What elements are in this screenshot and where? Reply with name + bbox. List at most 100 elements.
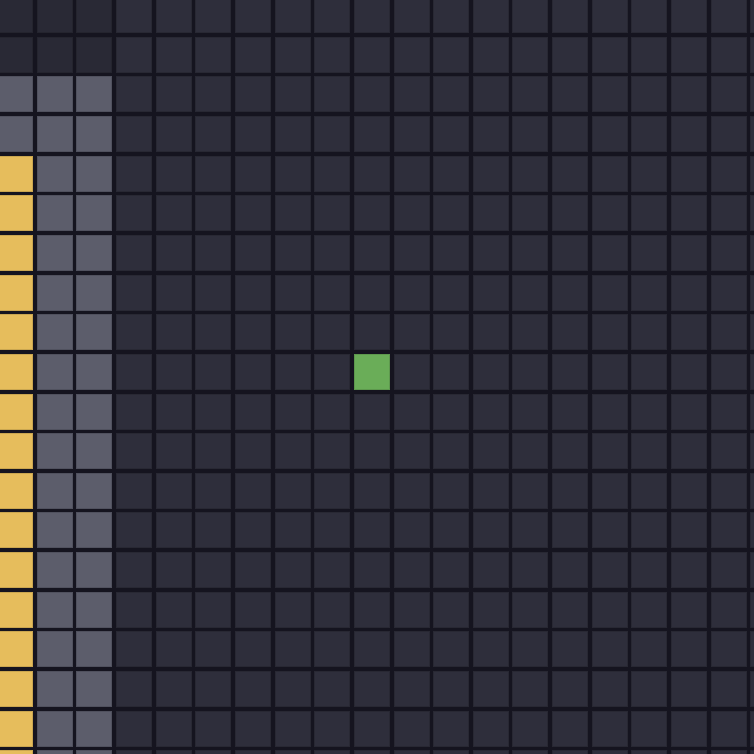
empty-cell [472,195,509,232]
empty-cell [155,512,192,549]
empty-cell [274,115,311,152]
empty-cell [195,671,232,708]
empty-cell [631,512,668,549]
empty-cell [671,591,708,628]
empty-cell [115,710,152,747]
empty-cell [393,195,430,232]
empty-cell [671,36,708,73]
empty-cell [115,353,152,390]
empty-cell [195,76,232,113]
empty-cell [195,274,232,311]
empty-cell [750,512,754,549]
empty-cell [512,195,549,232]
trail-cell [36,710,73,747]
empty-cell [314,433,351,470]
empty-cell [234,393,271,430]
empty-cell [115,750,152,754]
empty-cell [433,234,470,271]
empty-cell [671,710,708,747]
trail-cell [36,195,73,232]
trail-cell [76,195,113,232]
empty-cell [591,631,628,668]
empty-cell [314,0,351,33]
trail-cell [76,155,113,192]
empty-cell [710,353,747,390]
empty-cell [552,76,589,113]
empty-cell [631,393,668,430]
trail-cell [76,472,113,509]
empty-cell [591,671,628,708]
empty-cell [671,115,708,152]
empty-cell [195,353,232,390]
empty-cell [472,76,509,113]
empty-cell [274,710,311,747]
empty-cell [393,671,430,708]
empty-cell [353,234,390,271]
empty-cell [195,314,232,351]
empty-cell [710,314,747,351]
empty-cell [750,393,754,430]
empty-cell [433,433,470,470]
empty-cell [750,115,754,152]
player-cell [0,393,33,430]
empty-cell [671,155,708,192]
empty-cell [433,353,470,390]
empty-cell [472,274,509,311]
empty-cell [393,433,430,470]
empty-cell [274,353,311,390]
empty-cell [591,234,628,271]
empty-cell [234,552,271,589]
empty-cell [353,552,390,589]
empty-cell [671,76,708,113]
empty-cell [115,433,152,470]
empty-cell [433,393,470,430]
player-cell [0,750,33,754]
empty-cell [750,76,754,113]
empty-cell [353,393,390,430]
trail-cell [76,115,113,152]
empty-cell [512,353,549,390]
trail-cell [76,671,113,708]
trail-cell [36,314,73,351]
empty-cell [234,710,271,747]
empty-cell [631,36,668,73]
empty-cell [631,671,668,708]
empty-cell [155,671,192,708]
empty-cell [671,552,708,589]
empty-cell [433,274,470,311]
empty-cell [433,115,470,152]
player-cell [0,353,33,390]
empty-cell [710,472,747,509]
empty-cell [433,631,470,668]
empty-cell [591,472,628,509]
trail-cell [0,76,33,113]
empty-cell [631,710,668,747]
empty-cell [314,36,351,73]
empty-cell [750,234,754,271]
empty-cell [274,433,311,470]
empty-cell [274,314,311,351]
player-cell [0,314,33,351]
empty-cell [750,314,754,351]
empty-cell [512,671,549,708]
player-cell [0,552,33,589]
empty-cell [472,36,509,73]
player-cell [0,472,33,509]
empty-cell [671,671,708,708]
dim-cell [76,0,113,33]
empty-cell [314,710,351,747]
empty-cell [512,591,549,628]
empty-cell [155,76,192,113]
empty-cell [234,314,271,351]
empty-cell [155,750,192,754]
empty-cell [671,750,708,754]
empty-cell [472,631,509,668]
trail-cell [36,155,73,192]
player-cell [0,512,33,549]
empty-cell [591,115,628,152]
empty-cell [710,433,747,470]
empty-cell [750,274,754,311]
empty-cell [591,0,628,33]
empty-cell [234,472,271,509]
